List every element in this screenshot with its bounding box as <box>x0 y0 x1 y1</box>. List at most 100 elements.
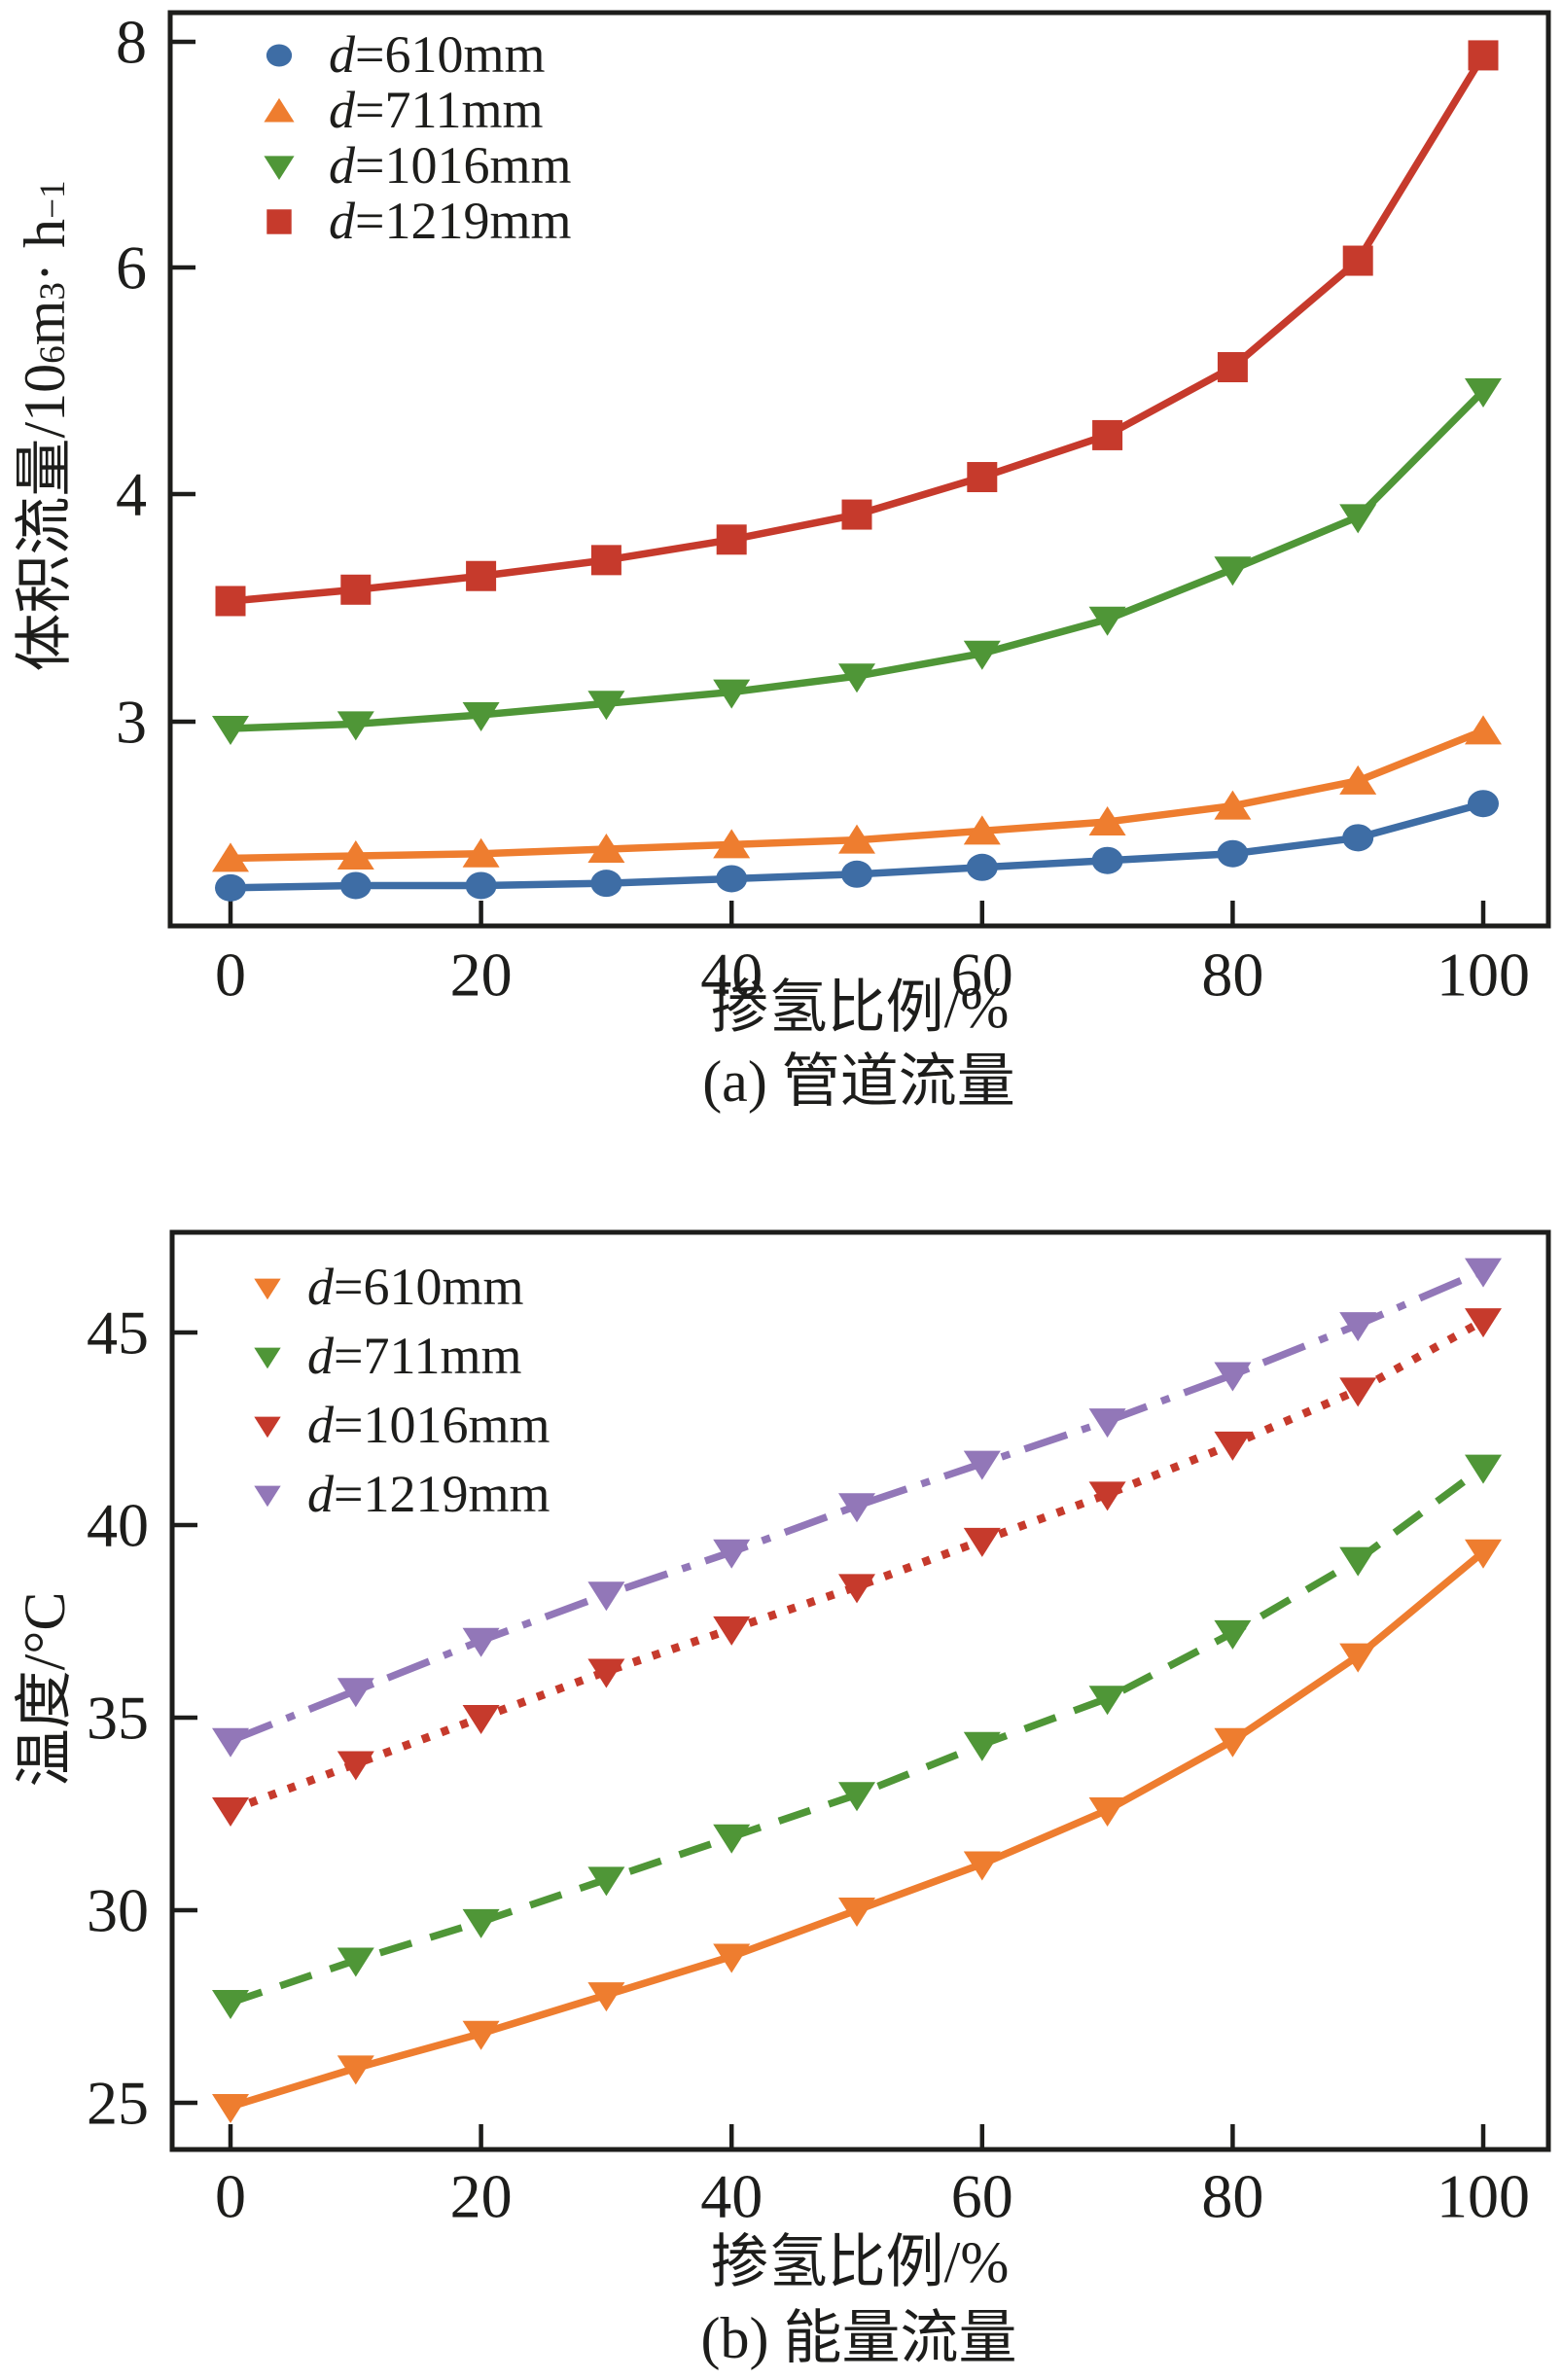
series-marker-square-icon <box>1092 419 1123 450</box>
chart-b-plot: 0 20 40 60 80 100 25 30 35 40 45 <box>87 1229 1551 2231</box>
x-tick-label: 40 <box>700 941 763 1010</box>
legend-label: d=1016mm <box>329 136 572 195</box>
series-marker-triangle-down-icon <box>838 663 875 693</box>
series-marker-triangle-down-icon <box>713 1824 751 1854</box>
series-marker-triangle-down-icon <box>963 1851 1001 1881</box>
legend-item: d=610mm <box>243 1253 550 1322</box>
series-marker-circle-icon <box>1217 839 1249 868</box>
series-marker-square-icon <box>1342 245 1373 276</box>
legend-triangle-down-icon <box>254 1347 281 1368</box>
x-tick-label: 100 <box>1437 2162 1530 2231</box>
series-marker-circle-icon <box>339 871 372 900</box>
legend-square-icon <box>266 208 292 234</box>
series-marker-square-icon <box>340 574 372 605</box>
legend-circle-icon <box>266 44 293 66</box>
series-marker-circle-icon <box>716 865 748 893</box>
series-marker-triangle-down-icon <box>1339 504 1377 534</box>
legend-marker <box>243 1406 292 1445</box>
series-marker-triangle-down-icon <box>462 1627 500 1657</box>
series-marker-triangle-down-icon <box>337 711 374 741</box>
x-tick-label: 0 <box>215 941 246 1010</box>
y-tick-label: 35 <box>87 1684 149 1753</box>
series-marker-triangle-down-icon <box>1465 1454 1502 1484</box>
series-marker-square-icon <box>716 524 747 555</box>
series-marker-triangle-down-icon <box>462 1705 500 1734</box>
series-marker-square-icon <box>1217 352 1248 383</box>
legend-item: d=610mm <box>255 27 571 83</box>
x-tick-label: 20 <box>450 2162 513 2231</box>
legend-marker <box>255 91 303 130</box>
series-marker-triangle-up-icon <box>462 837 500 868</box>
series-marker-triangle-down-icon <box>587 1658 625 1688</box>
legend-marker <box>255 36 303 75</box>
legend-label: d=610mm <box>307 1258 524 1317</box>
y-tick-label: 3 <box>116 688 147 757</box>
series-marker-triangle-down-icon <box>1214 1619 1252 1650</box>
series-marker-triangle-up-icon <box>1465 715 1502 745</box>
series-marker-circle-icon <box>465 871 497 900</box>
ylabel-a-part: 体积流量/10 <box>13 363 77 672</box>
series-marker-circle-icon <box>841 860 872 888</box>
legend-label: d=610mm <box>329 25 546 85</box>
chart-a-caption: (a) 管道流量 <box>702 1049 1015 1114</box>
series-line-d=610mm <box>229 1548 1486 2111</box>
series-marker-triangle-down-icon <box>1339 1546 1377 1577</box>
series-marker-triangle-down-icon <box>1088 1797 1126 1828</box>
series-marker-square-icon <box>1468 40 1499 71</box>
legend-marker <box>255 147 303 186</box>
chart-a-xlabel: 掺氢比例/% <box>710 976 1010 1040</box>
series-marker-triangle-up-icon <box>713 829 751 859</box>
series-marker-circle-icon <box>1091 846 1123 874</box>
series-marker-square-icon <box>215 586 246 617</box>
series-marker-triangle-down-icon <box>1465 1308 1502 1338</box>
legend-marker <box>255 202 303 241</box>
series-marker-triangle-down-icon <box>838 1782 875 1812</box>
series-marker-triangle-down-icon <box>713 679 751 709</box>
x-tick-label: 60 <box>951 941 1013 1010</box>
series-marker-triangle-down-icon <box>1465 1539 1502 1569</box>
series-marker-triangle-up-icon <box>587 834 625 864</box>
y-tick-label: 45 <box>87 1298 149 1368</box>
series-marker-triangle-up-icon <box>963 815 1001 845</box>
x-tick-label: 80 <box>1201 941 1263 1010</box>
x-tick-label: 20 <box>450 941 513 1010</box>
legend-label: d=711mm <box>329 81 544 140</box>
legend-triangle-down-icon <box>264 155 295 180</box>
series-marker-triangle-down-icon <box>838 1898 875 1927</box>
series-marker-triangle-down-icon <box>713 1539 751 1569</box>
legend-triangle-down-icon <box>254 1416 281 1438</box>
series-marker-triangle-down-icon <box>587 1866 625 1897</box>
series-marker-triangle-down-icon <box>1465 1258 1502 1288</box>
legend-item: d=1016mm <box>243 1391 550 1460</box>
legend-item: d=711mm <box>243 1322 550 1391</box>
x-tick-label: 0 <box>215 2162 246 2231</box>
series-marker-triangle-down-icon <box>337 1947 374 1977</box>
series-marker-triangle-down-icon <box>1088 606 1126 636</box>
y-tick-label: 25 <box>87 2069 149 2138</box>
chart-a-ylabel: 体积流量/10 6 m 3 · h −1 <box>13 180 77 672</box>
series-marker-triangle-down-icon <box>838 1493 875 1523</box>
legend-item: d=1016mm <box>255 138 571 194</box>
series-marker-triangle-down-icon <box>337 1751 374 1781</box>
series-marker-triangle-up-icon <box>1088 805 1126 835</box>
series-marker-triangle-down-icon <box>1214 556 1252 586</box>
legend-marker <box>243 1475 292 1514</box>
legend-triangle-up-icon <box>264 97 295 122</box>
series-marker-circle-icon <box>1468 790 1499 818</box>
y-tick-label: 4 <box>116 460 147 529</box>
series-marker-triangle-down-icon <box>587 1982 625 2012</box>
series-marker-square-icon <box>967 462 998 493</box>
series-marker-triangle-down-icon <box>713 1943 751 1973</box>
series-marker-triangle-down-icon <box>212 716 249 746</box>
series-marker-triangle-down-icon <box>462 1908 500 1938</box>
y-tick-label: 8 <box>116 8 147 77</box>
chart-a-legend: d=610mm d=711mm d=1016mm d=1219mm <box>255 27 571 249</box>
series-marker-triangle-down-icon <box>713 1616 751 1646</box>
legend-label: d=711mm <box>307 1327 522 1386</box>
series-marker-circle-icon <box>966 853 998 881</box>
series-marker-triangle-down-icon <box>1088 1686 1126 1716</box>
series-marker-triangle-down-icon <box>1339 1643 1377 1673</box>
y-tick-label: 40 <box>87 1491 149 1560</box>
series-marker-triangle-up-icon <box>838 824 875 854</box>
